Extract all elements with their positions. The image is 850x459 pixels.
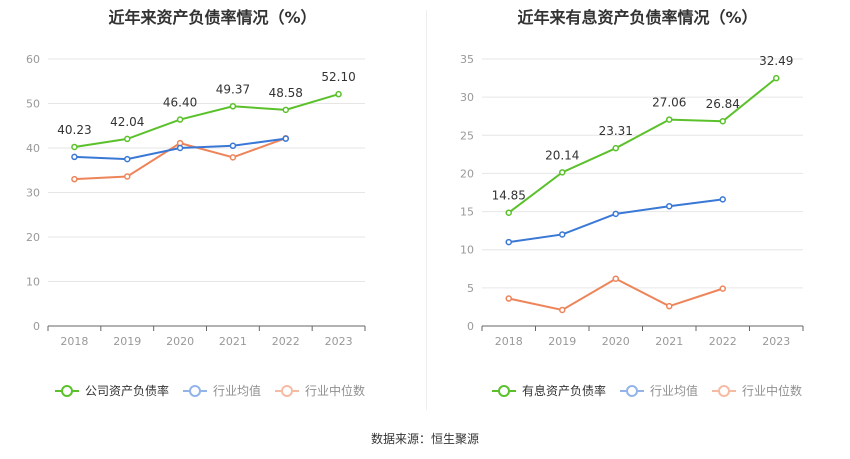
legend-item[interactable]: 行业中位数 xyxy=(275,383,365,398)
data-point xyxy=(559,231,566,238)
x-tick-label: 2020 xyxy=(166,335,194,348)
data-point xyxy=(559,169,566,176)
data-point xyxy=(666,202,673,210)
x-tick-label: 2018 xyxy=(495,335,523,348)
line-chart-asset-liability: 0 10 20 30 40 50 60 2018 2019 2020 2021 2022 2023 40.… xyxy=(26,53,366,398)
y-tick-label: 10 xyxy=(460,244,474,257)
data-label: 32.49 xyxy=(759,54,793,68)
data-point xyxy=(335,90,342,98)
data-label: 42.04 xyxy=(110,115,144,129)
series-line xyxy=(508,198,723,244)
data-point xyxy=(176,144,184,152)
legend-item[interactable]: 公司资产负债率 xyxy=(55,383,169,398)
data-label: 26.84 xyxy=(706,97,740,111)
y-tick-label: 0 xyxy=(33,320,40,333)
x-tick-label: 2020 xyxy=(602,335,630,348)
series-line xyxy=(74,93,339,148)
data-point xyxy=(282,135,289,142)
y-tick-label: 30 xyxy=(26,187,40,200)
data-point xyxy=(666,116,673,123)
x-tick-label: 2019 xyxy=(113,335,141,348)
y-tick-label: 0 xyxy=(467,320,474,333)
y-tick-label: 60 xyxy=(26,53,40,66)
legend-item[interactable]: 有息资产负债率 xyxy=(492,383,606,398)
data-point xyxy=(612,275,619,282)
x-tick-label: 2021 xyxy=(655,335,683,348)
data-label: 49.37 xyxy=(216,82,250,96)
legend-item[interactable]: 行业均值 xyxy=(620,383,698,398)
x-tick-label: 2022 xyxy=(272,335,300,348)
x-tick-label: 2018 xyxy=(60,335,88,348)
legend-label: 行业均值 xyxy=(213,383,261,398)
data-point xyxy=(505,295,512,302)
data-point xyxy=(229,154,237,161)
legend-label: 公司资产负债率 xyxy=(85,383,169,398)
data-label: 14.85 xyxy=(492,189,526,203)
legend-marker xyxy=(718,385,730,397)
data-point xyxy=(229,142,237,150)
y-tick-label: 10 xyxy=(26,276,40,289)
legend-item[interactable]: 行业中位数 xyxy=(712,383,802,398)
y-tick-label: 40 xyxy=(26,142,40,155)
data-point xyxy=(124,173,131,180)
x-tick-label: 2023 xyxy=(325,335,353,348)
y-tick-label: 15 xyxy=(460,206,474,219)
legend-marker xyxy=(189,385,201,397)
line-chart-interest-bearing-liability: 0 5 10 15 20 25 30 35 2018 2019 2020 2021 2022 2023 14… xyxy=(460,53,804,398)
y-tick-label: 30 xyxy=(460,91,474,104)
data-point xyxy=(505,238,512,246)
legend-marker xyxy=(498,385,510,397)
data-point xyxy=(71,143,78,151)
legend-item[interactable]: 行业均值 xyxy=(183,383,261,398)
y-tick-label: 20 xyxy=(460,167,474,180)
legend-label: 行业中位数 xyxy=(742,383,802,398)
legend-marker xyxy=(626,385,638,397)
series-line xyxy=(508,77,777,214)
data-point xyxy=(559,306,566,314)
chart-panel-right: 近年来有息资产负债率情况（%） 0 5 10 15 20 25 30 35 2018 2019 20… xyxy=(425,0,850,420)
data-point xyxy=(612,144,619,152)
data-point xyxy=(719,117,726,125)
data-point xyxy=(71,153,78,161)
data-label: 46.40 xyxy=(163,96,197,110)
x-tick-label: 2022 xyxy=(709,335,737,348)
data-point xyxy=(719,285,726,292)
legend-label: 行业中位数 xyxy=(305,383,365,398)
legend-label: 行业均值 xyxy=(650,383,698,398)
data-point xyxy=(666,302,673,310)
x-tick-label: 2019 xyxy=(548,335,576,348)
data-point xyxy=(176,116,184,123)
data-point xyxy=(71,175,78,183)
data-source-label: 数据来源：恒生聚源 xyxy=(370,432,479,446)
data-label: 52.10 xyxy=(321,70,355,84)
data-point xyxy=(124,135,131,143)
legend-marker xyxy=(61,385,73,397)
panel-divider xyxy=(426,10,427,410)
y-tick-label: 20 xyxy=(26,231,40,244)
chart-title: 近年来资产负债率情况（%） xyxy=(108,8,317,27)
chart-panel-left: 近年来资产负债率情况（%） 0 10 20 30 40 50 60 2018 2019 2020 2… xyxy=(0,0,425,420)
data-point xyxy=(124,155,131,163)
y-tick-label: 25 xyxy=(460,129,474,142)
data-point xyxy=(229,103,237,110)
y-tick-label: 50 xyxy=(26,98,40,111)
y-tick-label: 35 xyxy=(460,53,474,66)
data-point xyxy=(773,74,780,82)
data-label: 23.31 xyxy=(599,124,633,138)
data-label: 27.06 xyxy=(652,96,686,110)
data-point xyxy=(505,209,512,216)
data-label: 40.23 xyxy=(57,123,91,137)
series-line xyxy=(508,277,724,312)
data-label: 48.58 xyxy=(269,86,303,100)
x-tick-label: 2023 xyxy=(762,335,790,348)
data-label: 20.14 xyxy=(545,148,579,162)
legend-marker xyxy=(281,385,293,397)
y-tick-label: 5 xyxy=(467,282,474,295)
data-point xyxy=(612,210,619,218)
legend-label: 有息资产负债率 xyxy=(522,383,606,398)
chart-title: 近年来有息资产负债率情况（%） xyxy=(517,8,758,27)
data-point xyxy=(282,106,289,114)
x-tick-label: 2021 xyxy=(219,335,247,348)
data-point xyxy=(719,196,726,203)
